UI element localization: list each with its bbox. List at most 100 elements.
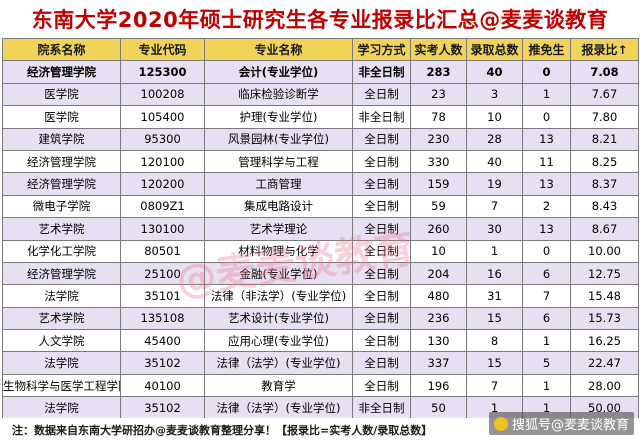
table-cell: 集成电路设计 (204, 194, 353, 219)
table-cell: 风景园林(专业学位) (204, 127, 353, 151)
table-cell: 16 (466, 261, 523, 286)
table-cell: 78 (410, 105, 467, 129)
table-cell: 159 (410, 172, 467, 196)
table-cell: 2 (522, 194, 571, 219)
column-header: 报录比↑ (570, 37, 639, 62)
table-cell: 法学院 (2, 396, 121, 420)
table-cell: 艺术学院 (2, 217, 121, 241)
table-cell: 应用心理(专业学位) (204, 329, 353, 353)
table-cell: 护理(专业学位) (204, 105, 353, 129)
table-cell: 5 (522, 351, 571, 375)
table-cell: 100208 (120, 82, 205, 107)
table-cell: 13 (522, 172, 571, 196)
table-cell: 化学化工学院 (2, 239, 121, 263)
table-cell: 19 (466, 172, 523, 196)
table-row: 经济管理学院 125300 会计(专业学位) 非全日制 283 40 0 7.08 (2, 60, 639, 84)
table-cell: 59 (410, 194, 467, 219)
corner-watermark: 搜狐号@麦麦谈教育 (488, 412, 634, 435)
table-cell: 经济管理学院 (2, 172, 121, 196)
table-cell: 15.48 (570, 284, 639, 308)
table-cell: 临床检验诊断学 (204, 82, 353, 107)
table-cell: 35102 (120, 351, 205, 375)
table-cell: 医学院 (2, 82, 121, 107)
table-cell: 7 (466, 194, 523, 219)
table-cell: 95300 (120, 127, 205, 151)
table-cell: 40 (466, 60, 523, 84)
table-cell: 25100 (120, 261, 205, 286)
table-cell: 全日制 (352, 217, 411, 241)
table-cell: 35101 (120, 284, 205, 308)
table-cell: 28.00 (570, 373, 639, 398)
sohu-logo-icon (493, 416, 508, 431)
table-cell: 8.37 (570, 172, 639, 196)
table-cell: 480 (410, 284, 467, 308)
table-cell: 0809Z1 (120, 194, 205, 219)
table-row: 经济管理学院 120100 管理科学与工程 全日制 330 40 11 8.25 (2, 149, 639, 174)
table-cell: 全日制 (352, 351, 411, 375)
table-cell: 人文学院 (2, 329, 121, 353)
table-cell: 130100 (120, 217, 205, 241)
table-cell: 法学院 (2, 351, 121, 375)
table-cell: 45400 (120, 329, 205, 353)
table-cell: 8.67 (570, 217, 639, 241)
table-row: 艺术学院 130100 艺术学理论 全日制 260 30 13 8.67 (2, 217, 639, 241)
table-cell: 1 (466, 239, 523, 263)
table-cell: 0 (522, 239, 571, 263)
table-cell: 全日制 (352, 284, 411, 308)
table-cell: 艺术学院 (2, 306, 121, 331)
table-cell: 196 (410, 373, 467, 398)
table-cell: 40 (466, 149, 523, 174)
table-cell: 120200 (120, 172, 205, 196)
table-cell: 1 (522, 373, 571, 398)
table-cell: 10 (466, 105, 523, 129)
table-cell: 8.21 (570, 127, 639, 151)
table-cell: 管理科学与工程 (204, 149, 353, 174)
table-cell: 全日制 (352, 329, 411, 353)
table-cell: 40100 (120, 373, 205, 398)
table-cell: 会计(专业学位) (204, 60, 353, 84)
table-cell: 法律（法学）(专业学位) (204, 396, 353, 420)
column-header: 专业代码 (120, 37, 205, 62)
table-cell: 全日制 (352, 261, 411, 286)
table-cell: 建筑学院 (2, 127, 121, 151)
table-cell: 7 (522, 284, 571, 308)
column-header: 录取总数 (466, 37, 523, 62)
table-cell: 105400 (120, 105, 205, 129)
table-cell: 10.00 (570, 239, 639, 263)
table-cell: 120100 (120, 149, 205, 174)
table-row: 经济管理学院 25100 金融(专业学位) 全日制 204 16 6 12.75 (2, 261, 639, 286)
table-row: 艺术学院 135108 艺术设计(专业学位) 全日制 236 15 6 15.73 (2, 306, 639, 331)
table-cell: 80501 (120, 239, 205, 263)
table-cell: 教育学 (204, 373, 353, 398)
table-row: 经济管理学院 120200 工商管理 全日制 159 19 13 8.37 (2, 172, 639, 196)
table-cell: 非全日制 (352, 60, 411, 84)
table-row: 医学院 100208 临床检验诊断学 全日制 23 3 1 7.67 (2, 82, 639, 107)
table-cell: 材料物理与化学 (204, 239, 353, 263)
table-cell: 医学院 (2, 105, 121, 129)
table-cell: 经济管理学院 (2, 60, 121, 84)
admission-ratio-table: 院系名称 专业代码 专业名称 学习方式 实考人数 录取总数 推免生 报录比↑ 经济管理学院 12… (2, 37, 639, 420)
table-cell: 7.08 (570, 60, 639, 84)
column-header: 学习方式 (352, 37, 411, 62)
table-cell: 22.47 (570, 351, 639, 375)
table-cell: 3 (466, 82, 523, 107)
table-cell: 0 (522, 60, 571, 84)
table-cell: 230 (410, 127, 467, 151)
table-cell: 8.25 (570, 149, 639, 174)
table-cell: 7.80 (570, 105, 639, 129)
table-cell: 非全日制 (352, 396, 411, 420)
table-cell: 16.25 (570, 329, 639, 353)
table-cell: 12.75 (570, 261, 639, 286)
table-cell: 法学院 (2, 284, 121, 308)
corner-watermark-label: 搜狐号@麦麦谈教育 (511, 418, 629, 433)
table-cell: 全日制 (352, 127, 411, 151)
table-cell: 全日制 (352, 239, 411, 263)
table-cell: 130 (410, 329, 467, 353)
table-cell: 全日制 (352, 373, 411, 398)
table-cell: 6 (522, 261, 571, 286)
table-row: 化学化工学院 80501 材料物理与化学 全日制 10 1 0 10.00 (2, 239, 639, 263)
table-cell: 法律（非法学）(专业学位) (204, 284, 353, 308)
column-header: 院系名称 (2, 37, 121, 62)
table-cell: 15.73 (570, 306, 639, 331)
table-cell: 全日制 (352, 172, 411, 196)
